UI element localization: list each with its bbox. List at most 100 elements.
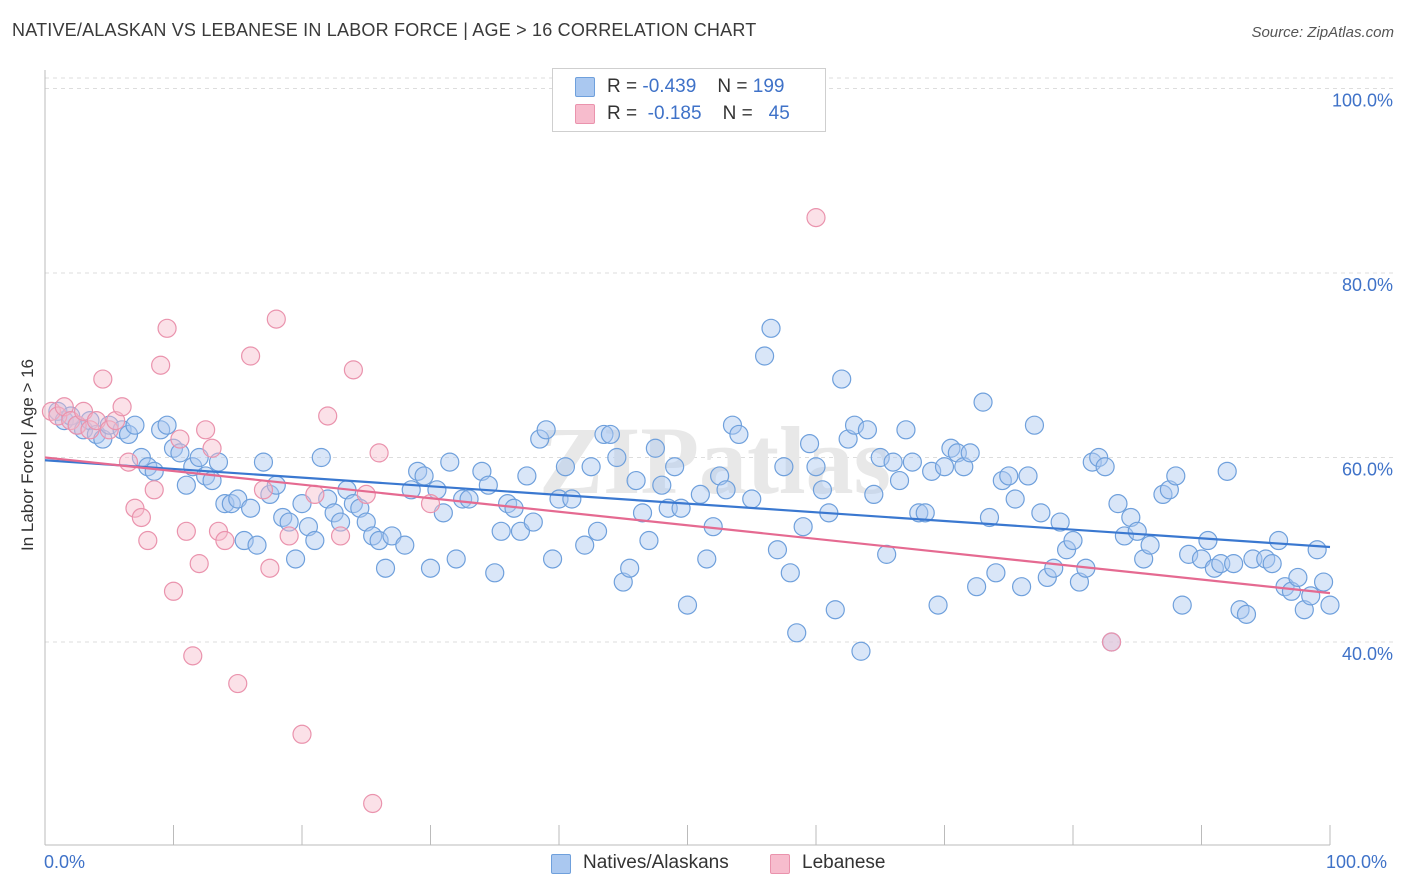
x-tick-label-max: 100.0% <box>1326 852 1388 872</box>
y-tick-labels: 40.0% 60.0% 80.0% 100.0% <box>1332 90 1393 664</box>
lebanese-point <box>138 530 158 551</box>
native-point <box>754 346 775 366</box>
native-point <box>812 480 833 500</box>
lebanese-point <box>163 581 184 601</box>
native-point <box>690 484 710 505</box>
native-point <box>453 489 473 509</box>
native-point <box>1140 535 1160 555</box>
lebanese-point <box>93 369 113 389</box>
legend-natives-text: R = -0.439 N = 199 <box>607 76 784 98</box>
native-point <box>1313 572 1334 592</box>
native-point <box>600 424 621 445</box>
lebanese-point <box>228 673 248 694</box>
y-tick-label: 80.0% <box>1342 275 1393 295</box>
native-point <box>157 415 177 435</box>
native-point <box>864 484 884 505</box>
y-tick-label: 60.0% <box>1342 460 1393 480</box>
native-point <box>369 530 389 551</box>
lebanese-point <box>144 480 164 500</box>
native-point <box>1063 530 1083 551</box>
native-point <box>832 369 852 389</box>
native-point <box>1005 489 1025 509</box>
native-point <box>575 535 595 555</box>
native-point <box>523 512 543 532</box>
trend-lines <box>44 456 1331 595</box>
lebanese-point <box>260 558 280 578</box>
native-point <box>632 503 653 523</box>
native-point <box>1307 540 1327 560</box>
lebanese-point <box>112 397 132 417</box>
native-point <box>620 558 640 578</box>
natives-legend-swatch <box>551 854 571 874</box>
native-point <box>176 475 196 495</box>
native-point <box>1127 521 1147 541</box>
lebanese-n-value: 45 <box>768 103 790 124</box>
native-point <box>967 577 987 597</box>
native-point <box>311 447 331 468</box>
natives-n-label: N = <box>717 76 748 97</box>
native-point <box>1179 544 1199 564</box>
lebanese-point <box>176 521 196 541</box>
native-point <box>729 424 749 445</box>
native-point <box>652 475 672 495</box>
lebanese-point <box>183 646 203 666</box>
native-point <box>491 521 511 541</box>
lebanese-r-value: -0.185 <box>647 103 702 124</box>
native-point <box>542 549 563 569</box>
natives-r-value: -0.439 <box>642 76 697 97</box>
native-point <box>247 535 267 555</box>
native-point <box>253 452 274 472</box>
lebanese-legend-swatch <box>770 854 790 874</box>
lebanese-point <box>189 554 209 574</box>
native-point <box>799 434 820 454</box>
native-point <box>986 563 1006 583</box>
native-point <box>761 318 781 338</box>
native-point <box>806 457 826 477</box>
native-point <box>241 498 261 518</box>
lebanese-legend-label: Lebanese <box>802 852 886 873</box>
native-point <box>1050 512 1070 532</box>
native-point <box>170 443 190 463</box>
native-point <box>414 466 434 486</box>
native-point <box>581 457 601 477</box>
native-point <box>420 558 441 578</box>
native-point <box>125 415 145 435</box>
native-point <box>562 489 582 509</box>
native-point <box>677 595 698 615</box>
native-point <box>767 540 788 560</box>
native-point <box>1018 466 1038 486</box>
native-point <box>1288 567 1308 588</box>
natives-trend-line <box>44 459 1331 549</box>
native-point <box>485 563 505 583</box>
native-point <box>1236 604 1257 624</box>
native-point <box>889 470 910 491</box>
lebanese-point <box>157 318 177 338</box>
native-point <box>1217 461 1237 481</box>
native-point <box>1320 595 1340 615</box>
native-point <box>844 415 865 435</box>
native-point <box>1224 554 1244 574</box>
native-point <box>979 507 1000 528</box>
native-point <box>934 457 955 477</box>
native-point <box>1172 595 1192 615</box>
native-point <box>144 461 164 481</box>
lebanese-point <box>330 526 351 546</box>
lebanese-point <box>318 406 338 426</box>
native-point <box>851 641 871 661</box>
native-point <box>536 420 556 440</box>
native-point <box>697 549 717 569</box>
native-point <box>279 512 299 532</box>
correlation-legend: R = -0.439 N = 199 R = -0.185 N = 45 <box>552 68 826 132</box>
lebanese-trend-line <box>44 456 1331 595</box>
native-point <box>973 392 993 412</box>
lebanese-point <box>253 480 274 500</box>
lebanese-point <box>215 530 235 551</box>
lebanese-n-label: N = <box>722 103 753 124</box>
natives-n-value: 199 <box>752 76 785 97</box>
native-point <box>1262 554 1282 574</box>
native-point <box>793 517 813 537</box>
lebanese-point <box>806 208 826 228</box>
native-point <box>780 563 800 583</box>
native-point <box>1114 526 1135 546</box>
